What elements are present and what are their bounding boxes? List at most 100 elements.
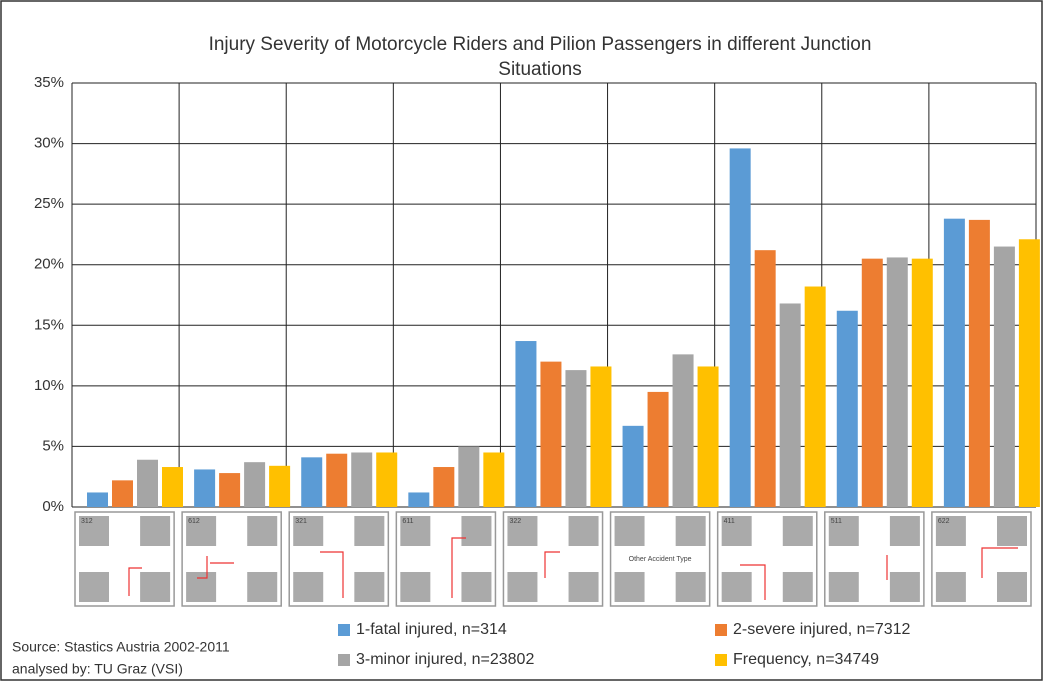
bar (301, 457, 323, 507)
bar (779, 303, 801, 507)
legend-swatch (715, 624, 727, 636)
bar (540, 361, 562, 507)
junction-arrow (981, 547, 1018, 578)
chart-title: Injury Severity of Motorcycle Riders and… (209, 34, 872, 55)
legend-label: 3-minor injured, n=23802 (356, 651, 534, 668)
bar (993, 246, 1015, 508)
bar (861, 258, 883, 507)
junction-block (935, 516, 966, 546)
junction-block (828, 516, 859, 546)
bar (729, 148, 751, 507)
bar (137, 459, 158, 507)
bar (672, 354, 694, 507)
junction-arrow (197, 556, 234, 579)
junction-block (614, 572, 645, 602)
bar (433, 467, 455, 507)
bar (351, 452, 373, 507)
bar (162, 467, 183, 507)
legend-swatch (338, 624, 350, 636)
source-note: Source: Stastics Austria 2002-2011 (12, 639, 230, 655)
junction-arrow (320, 551, 344, 598)
junction-block (247, 572, 278, 602)
junction-block (828, 572, 859, 602)
legend-label: 2-severe injured, n=7312 (733, 621, 911, 638)
bar (376, 452, 398, 507)
junction-block (400, 516, 431, 546)
x-tick-label: 411 (724, 518, 735, 525)
x-tick-label: 312 (81, 518, 93, 525)
bar (194, 469, 216, 507)
x-tick-label: 511 (831, 518, 842, 525)
bar (647, 391, 669, 507)
x-tick-label: 622 (938, 518, 950, 525)
bar (836, 310, 858, 507)
junction-block (186, 516, 217, 546)
junction-block (400, 572, 431, 602)
junction-arrow (451, 537, 466, 598)
bar (87, 492, 108, 507)
bar (269, 465, 291, 507)
junction-block (614, 516, 645, 546)
junction-block (675, 516, 706, 546)
x-tick-label: 611 (402, 518, 413, 525)
junction-block (507, 572, 538, 602)
y-tick-label: 10% (34, 377, 64, 394)
junction-block (997, 516, 1027, 546)
junction-block (79, 572, 109, 602)
bar (515, 341, 537, 507)
junction-block (889, 516, 920, 546)
bar (1018, 239, 1040, 507)
junction-block (247, 516, 278, 546)
junction-arrow (544, 551, 560, 578)
bar (458, 446, 480, 507)
y-tick-label: 15% (34, 316, 64, 333)
y-tick-label: 30% (34, 135, 64, 152)
legend-swatch (338, 654, 350, 666)
junction-block (935, 572, 966, 602)
junction-block (140, 516, 171, 546)
junction-arrow (128, 567, 142, 596)
legend-label: 1-fatal injured, n=314 (356, 621, 507, 638)
bar (697, 366, 719, 507)
y-tick-label: 25% (34, 195, 64, 212)
bar (590, 366, 612, 507)
junction-block (140, 572, 171, 602)
junction-block (186, 572, 217, 602)
bar (112, 480, 133, 507)
chart-title: Situations (498, 59, 581, 80)
y-tick-label: 20% (34, 256, 64, 273)
junction-block (721, 572, 752, 602)
legend-swatch (715, 654, 727, 666)
y-tick-label: 5% (42, 437, 64, 454)
junction-block (782, 516, 813, 546)
junction-block (675, 572, 706, 602)
bar (565, 370, 587, 507)
junction-block (293, 572, 324, 602)
bar (886, 257, 908, 507)
junction-block (79, 516, 109, 546)
junction-arrow (740, 564, 766, 600)
junction-block (721, 516, 752, 546)
y-tick-label: 35% (34, 74, 64, 91)
x-tick-label: 321 (295, 518, 307, 525)
bar (326, 453, 348, 507)
bar (244, 462, 266, 507)
junction-block (568, 516, 599, 546)
bar (408, 492, 430, 507)
junction-block (782, 572, 813, 602)
x-tick-label: Other Accident Type (629, 556, 692, 563)
x-tick-label: 612 (188, 518, 200, 525)
bar (483, 452, 505, 507)
bar (622, 425, 644, 507)
bar (219, 473, 241, 507)
y-tick-label: 0% (42, 498, 64, 515)
junction-block (507, 516, 538, 546)
junction-block (568, 572, 599, 602)
legend-label: Frequency, n=34749 (733, 651, 879, 668)
source-note: analysed by: TU Graz (VSI) (12, 661, 183, 677)
junction-block (461, 572, 492, 602)
bar (754, 250, 776, 508)
junction-block (354, 572, 385, 602)
junction-block (889, 572, 920, 602)
